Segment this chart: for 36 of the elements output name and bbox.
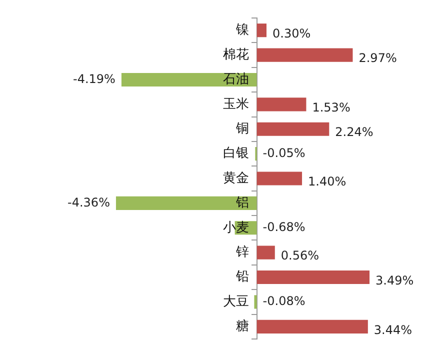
- bar: [256, 122, 330, 136]
- bar: [256, 246, 275, 260]
- y-tick-label: 石油: [222, 72, 249, 88]
- y-tick-label: 锌: [234, 244, 249, 260]
- data-label: 3.49%: [376, 273, 414, 288]
- y-tick-label: 镍: [234, 22, 249, 38]
- y-tick-label: 铅: [234, 270, 249, 285]
- data-label: 0.30%: [272, 26, 311, 40]
- data-label: -4.19%: [73, 72, 116, 86]
- y-tick-label: 白银: [222, 146, 249, 162]
- data-label: -0.68%: [262, 220, 306, 234]
- y-tick-label: 玉米: [222, 96, 249, 112]
- bar: [256, 24, 266, 38]
- bar: [256, 270, 370, 284]
- y-tick-label: 糖: [236, 319, 249, 334]
- y-tick-label: 铝: [234, 196, 249, 211]
- data-label: 2.24%: [335, 125, 374, 140]
- data-label: -0.08%: [262, 294, 306, 308]
- data-label: 3.44%: [374, 322, 412, 337]
- y-tick-label: 铜: [234, 121, 249, 136]
- y-tick-label: 棉花: [222, 47, 249, 62]
- bar: [254, 295, 257, 309]
- data-label: 1.53%: [312, 100, 350, 115]
- data-label: -4.36%: [68, 195, 110, 210]
- bar: [256, 48, 353, 62]
- y-tick-label: 黄金: [222, 170, 249, 186]
- bar: [256, 98, 306, 112]
- data-label: 1.40%: [308, 174, 346, 189]
- bar: [121, 72, 257, 87]
- bar: [116, 196, 257, 210]
- y-tick-label: 大豆: [222, 294, 249, 310]
- data-label: -0.05%: [262, 146, 306, 160]
- bar: [256, 320, 368, 334]
- data-label: 0.56%: [280, 248, 320, 263]
- bar: [256, 172, 302, 186]
- data-label: 2.97%: [358, 51, 397, 66]
